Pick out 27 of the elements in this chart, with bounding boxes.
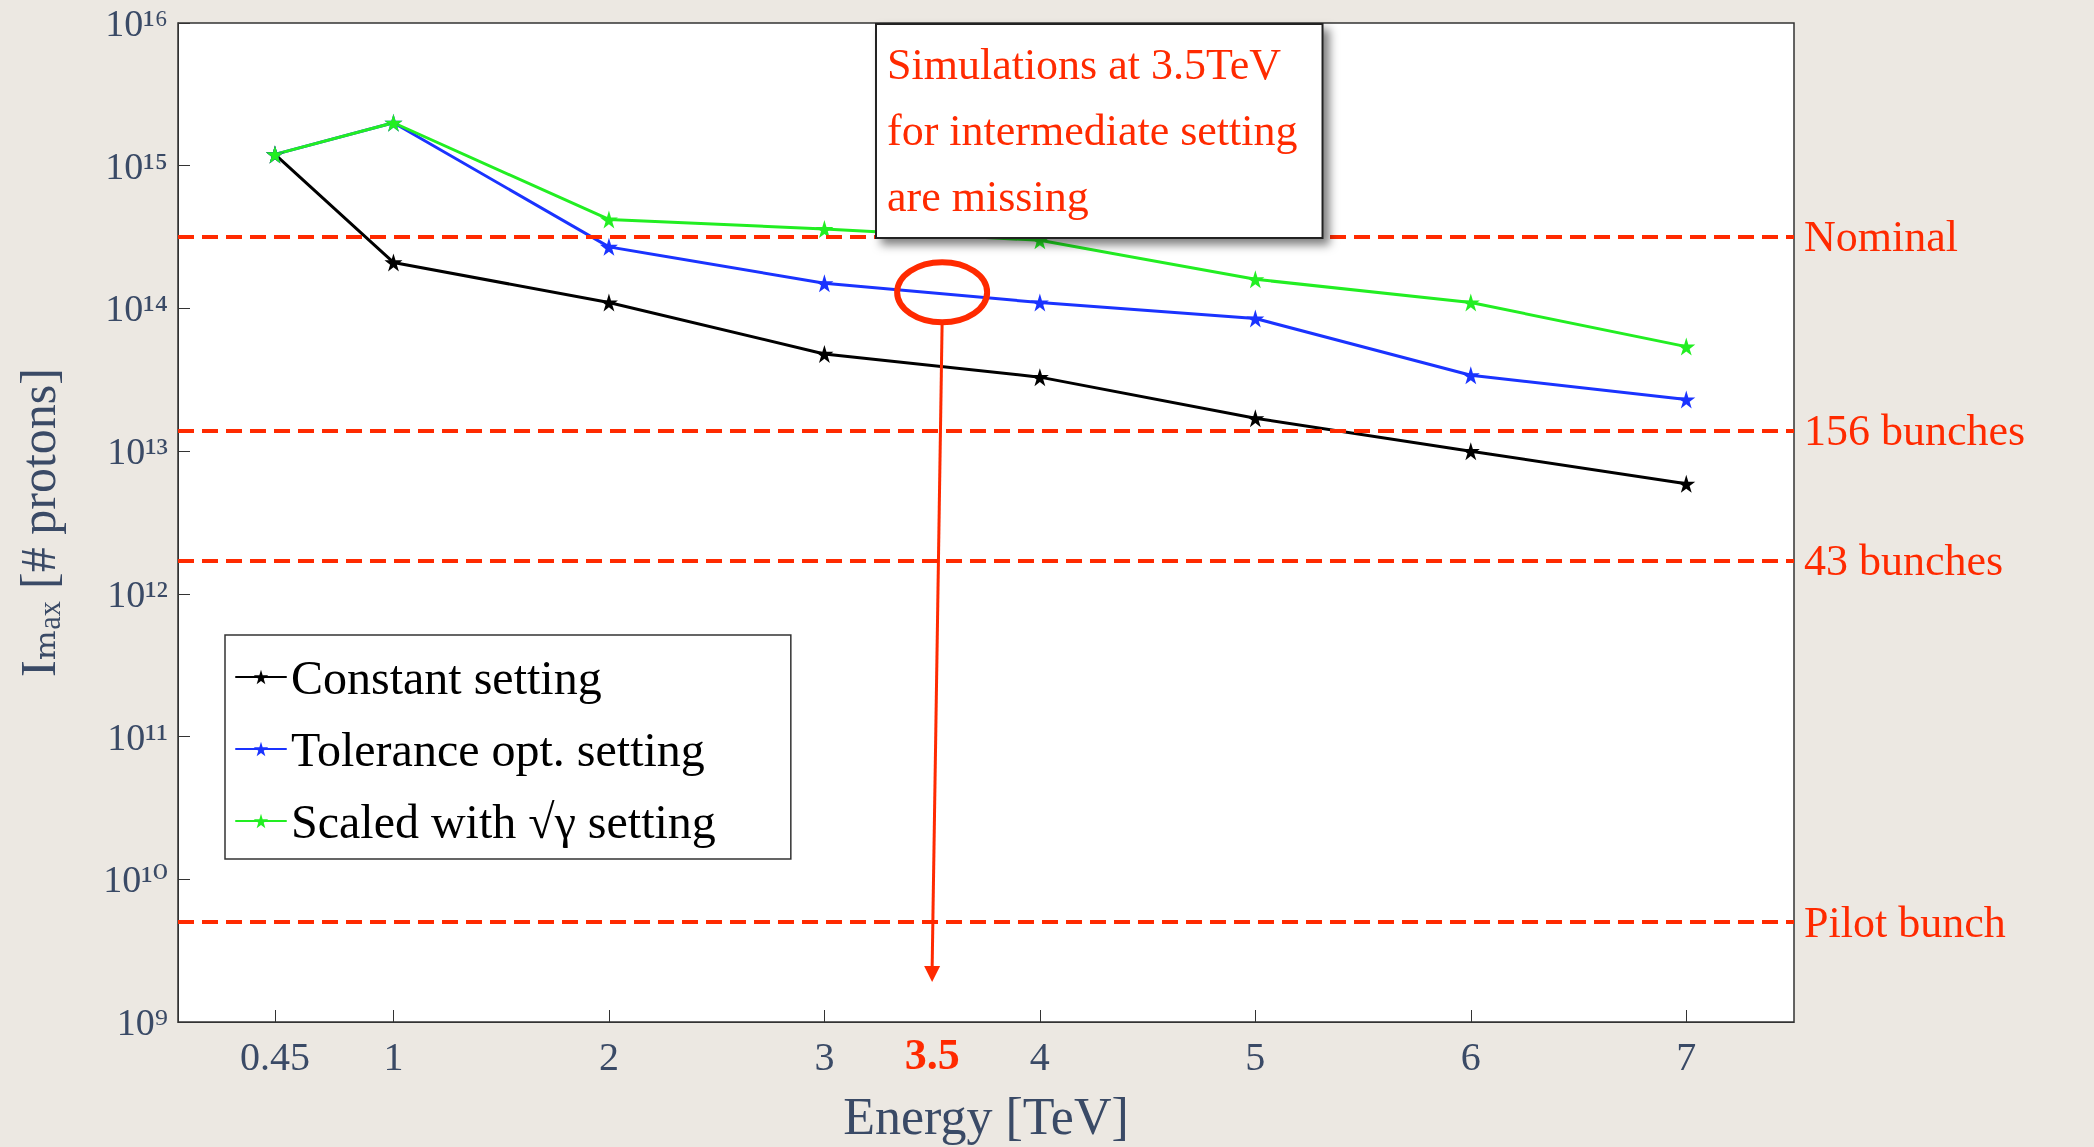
legend-label: Scaled with √γ setting [291,794,716,848]
x-axis-title: Energy [TeV] [843,1087,1129,1145]
x-tick-label: 2 [598,1033,619,1079]
y-tick-label: 10¹⁰ [103,858,168,901]
x-tick-label: 4 [1029,1033,1050,1079]
y-tick-label: 10⁹ [116,1001,168,1043]
legend-label: Constant setting [291,650,602,704]
y-tick-label: 10¹⁶ [105,2,168,44]
x-tick-label: 5 [1245,1033,1266,1079]
x-tick-label: 1 [383,1033,404,1079]
y-tick-label: 10¹² [107,572,168,615]
ref-line-label: 43 bunches [1804,536,2004,586]
legend-label: Tolerance opt. setting [291,722,705,776]
text: 3.5 [904,1029,960,1079]
ref-line-label: 156 bunches [1804,405,2026,455]
x-tick-label: 7 [1676,1033,1697,1079]
annotation: Simulations at 3.5TeV for intermediate setting are missing [887,39,1298,221]
y-tick-label: 10¹⁵ [105,144,168,187]
x-tick-label: 0.45 [239,1033,310,1079]
y-tick-label: 10¹¹ [107,715,168,758]
x-tick-label: 6 [1460,1033,1481,1079]
ref-line-label: Pilot bunch [1804,897,2006,947]
x-tick-label: 3 [814,1033,835,1079]
y-axis-title: Iₘₐₓ [# protons] [10,368,66,677]
y-tick-label: 10¹⁴ [105,287,168,330]
y-tick-label: 10¹³ [107,430,168,473]
ref-line-label: Nominal [1804,211,1958,261]
